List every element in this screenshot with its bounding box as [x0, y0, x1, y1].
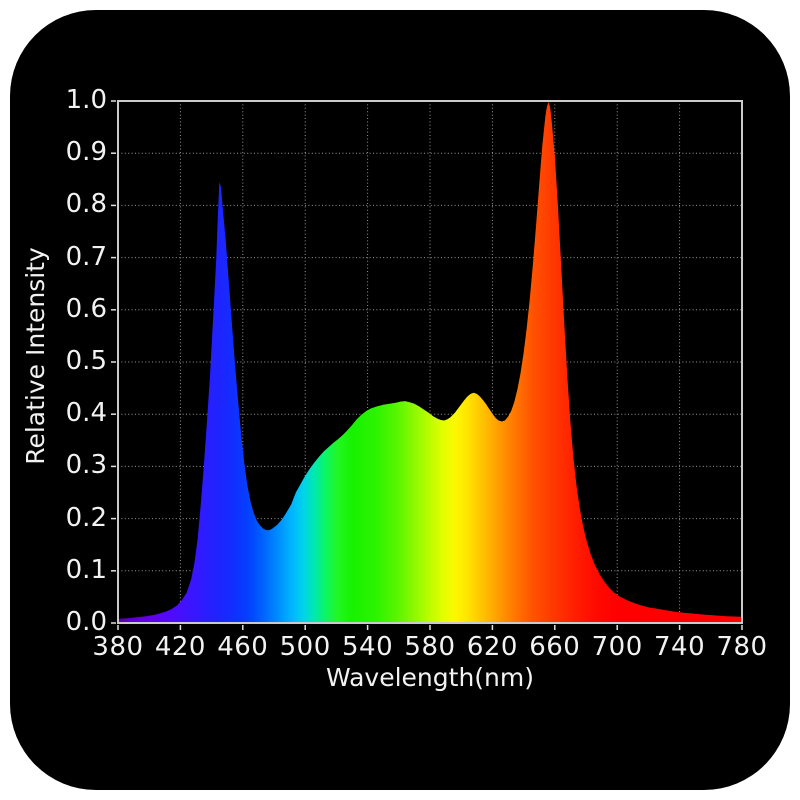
x-tick-label: 580 [404, 632, 456, 662]
chart-frame [10, 10, 790, 790]
y-tick-label: 0.6 [65, 293, 107, 324]
y-tick-label: 0.5 [65, 346, 107, 376]
x-tick-label: 420 [154, 632, 206, 662]
x-tick-label: 620 [466, 632, 518, 662]
y-tick-label: 0.8 [65, 189, 107, 220]
x-tick-label: 780 [716, 632, 768, 662]
y-tick-label: 0.3 [65, 450, 107, 481]
y-tick-label: 0.0 [65, 607, 107, 637]
y-tick-label: 0.2 [65, 502, 107, 533]
y-axis-title: Relative Intensity [21, 247, 50, 465]
x-tick-label: 460 [217, 632, 269, 662]
y-tick-label: 0.4 [65, 398, 107, 429]
x-tick-label: 740 [654, 632, 706, 662]
x-tick-label: 660 [529, 632, 581, 662]
x-tick-label: 700 [591, 632, 643, 662]
x-tick-label: 540 [342, 632, 394, 662]
y-tick-label: 0.7 [65, 241, 107, 272]
y-tick-label: 0.9 [65, 137, 107, 168]
x-tick-label: 380 [92, 632, 144, 662]
y-tick-label: 0.1 [65, 554, 107, 585]
x-axis-title: Wavelength(nm) [325, 663, 534, 692]
y-tick-label: 1.0 [65, 85, 107, 115]
x-tick-label: 500 [279, 632, 331, 662]
